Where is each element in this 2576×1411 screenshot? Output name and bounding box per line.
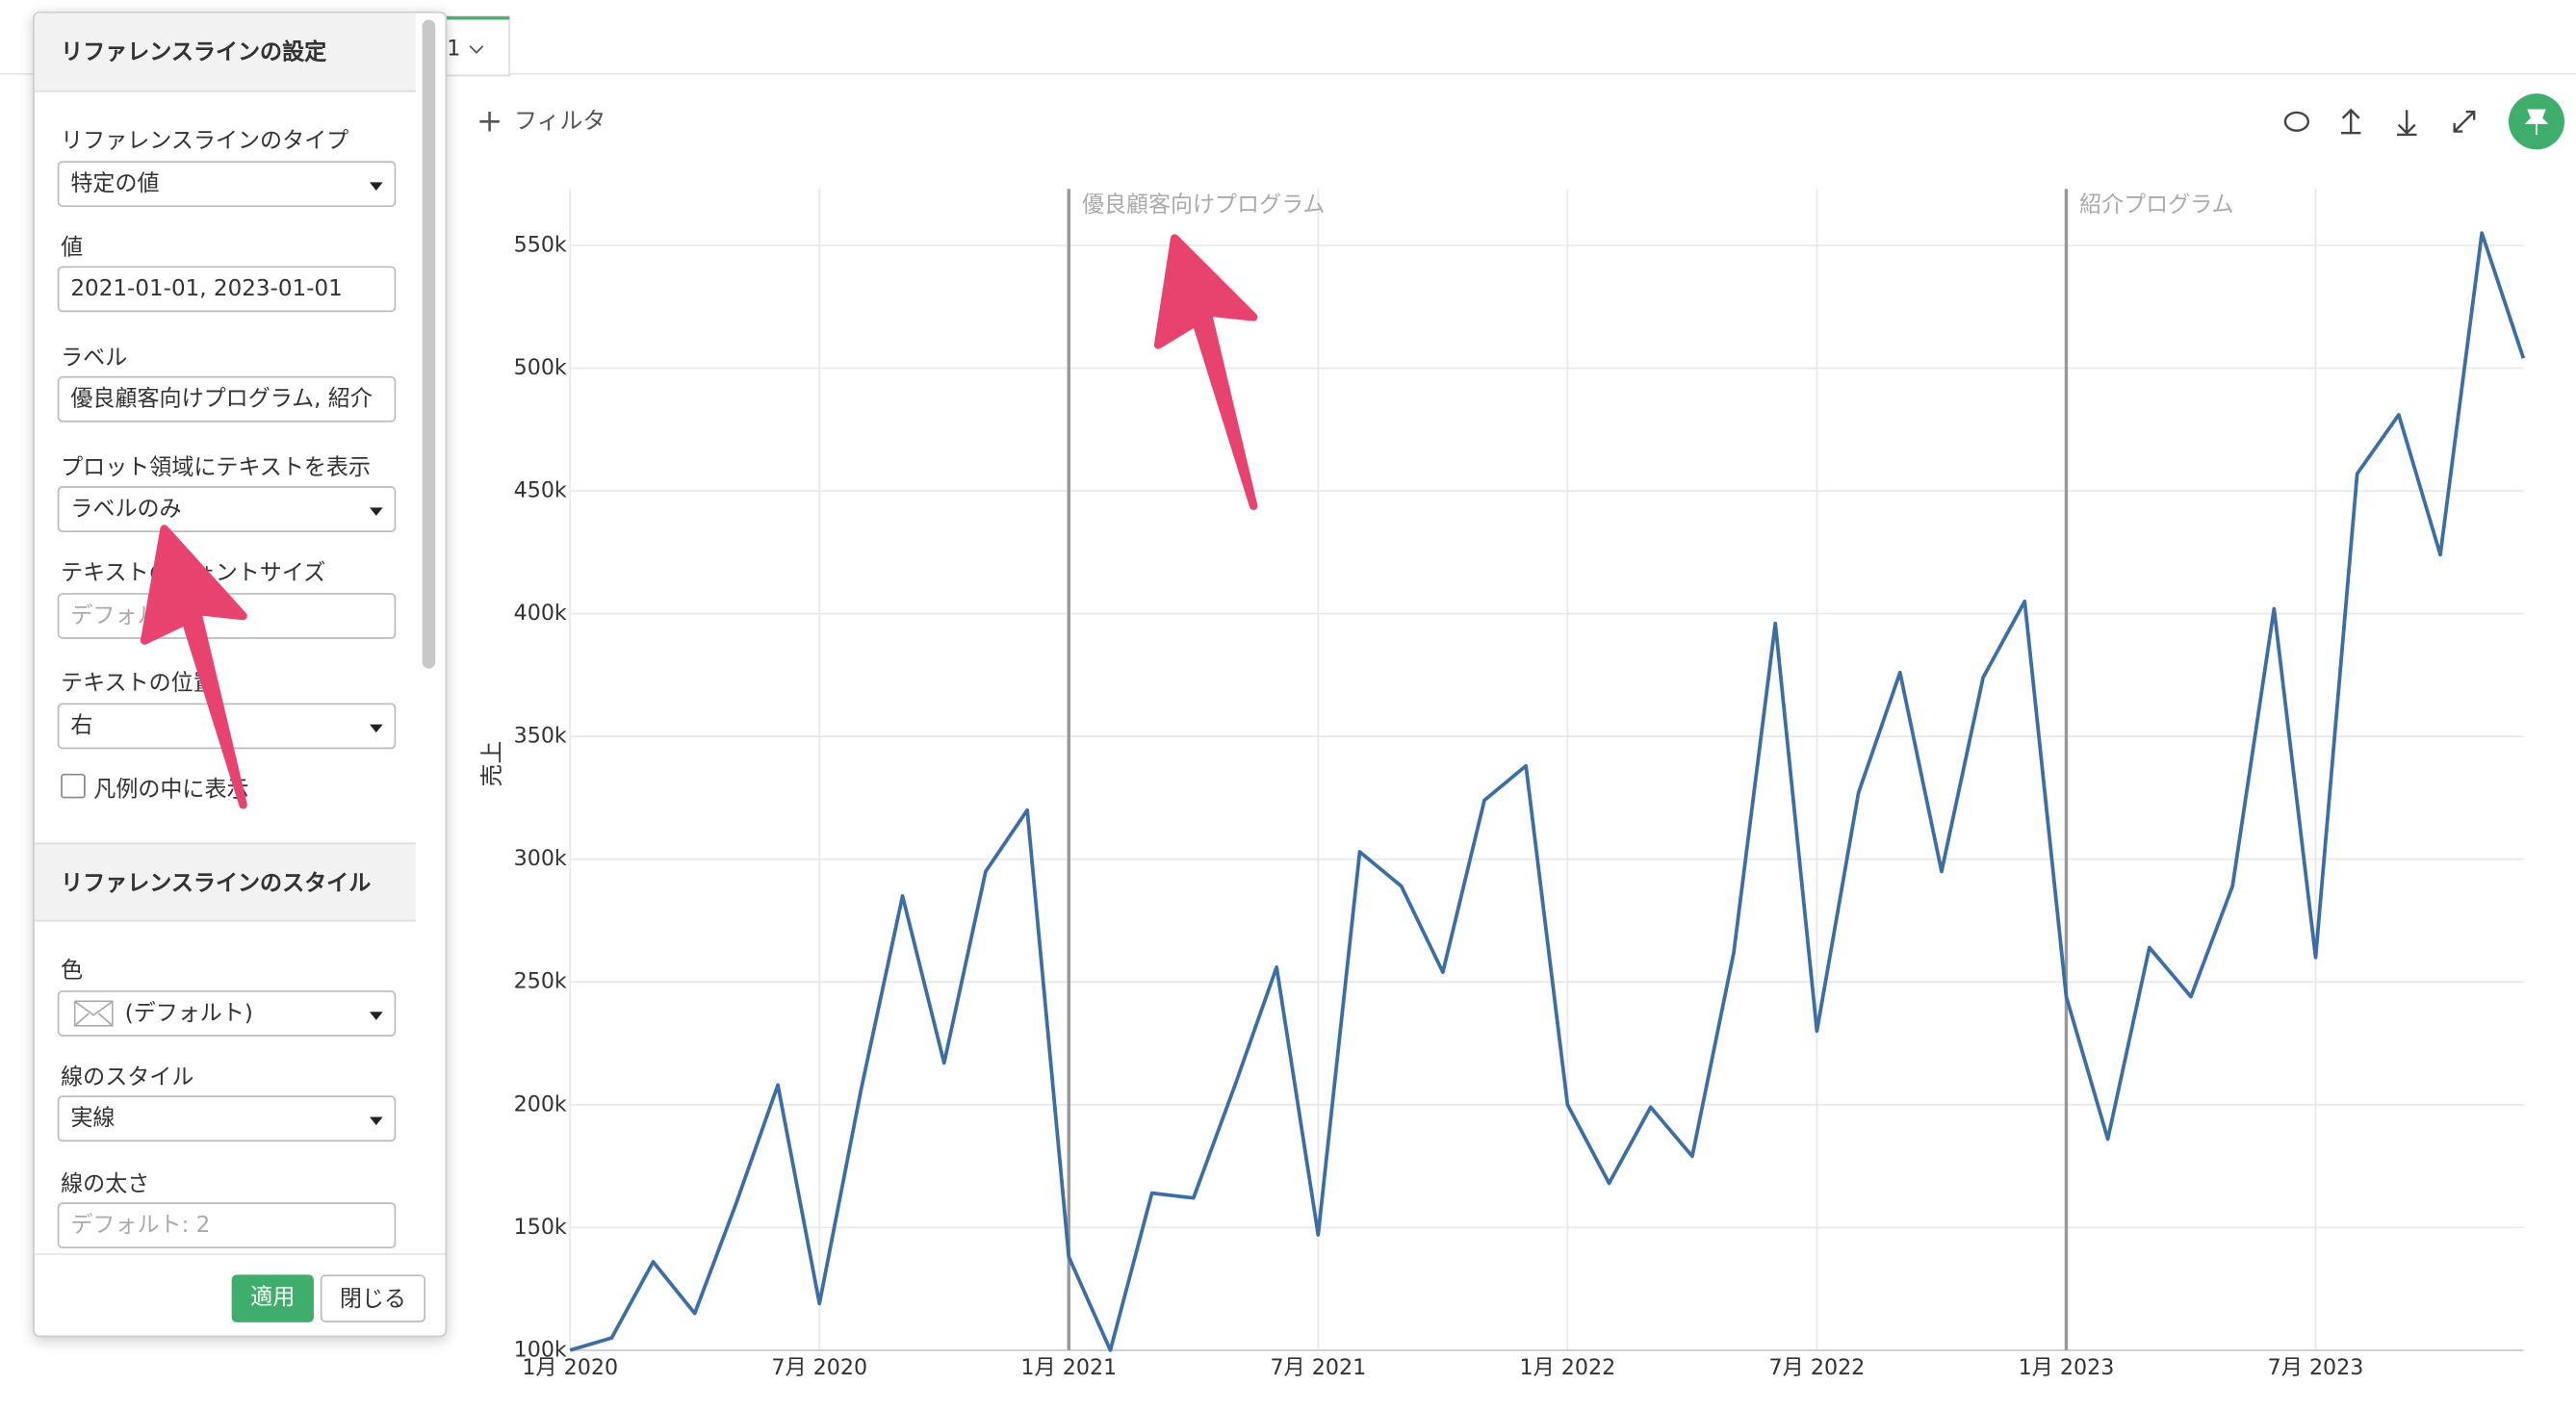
field-label: 色	[61, 957, 84, 985]
x-tick-label: 1月 2022	[1519, 1355, 1615, 1380]
x-tick-label: 7月 2023	[2268, 1355, 2364, 1380]
comment-icon[interactable]	[2283, 111, 2310, 132]
line-style-select[interactable]: 実線	[57, 1095, 397, 1142]
y-tick-label: 200k	[514, 1091, 567, 1116]
filter-plus[interactable]	[479, 112, 500, 132]
checkbox[interactable]	[61, 773, 86, 799]
checkbox-label[interactable]: 凡例の中に表示	[93, 777, 249, 804]
font-size-input[interactable]: デフォルト	[57, 593, 397, 639]
type-select[interactable]: 特定の値	[57, 161, 397, 208]
apply-button[interactable]: 適用	[231, 1274, 314, 1322]
reference-line-panel: リファレンスラインの設定 リファレンスラインのタイプ 特定の値 値 2021-0…	[33, 11, 448, 1338]
tab-label[interactable]: 1	[447, 37, 460, 62]
tab[interactable]	[439, 15, 510, 77]
download-icon[interactable]	[2396, 110, 2417, 137]
value-input[interactable]: 2021-01-01, 2023-01-01	[57, 266, 397, 313]
y-tick-label: 250k	[514, 969, 567, 994]
y-axis-title: 売上	[478, 741, 505, 787]
field-label: テキストのフォントサイズ	[61, 559, 326, 587]
style-title: リファレンスラインのスタイル	[34, 842, 416, 922]
reference-label: 優良顧客向けプログラム	[1082, 192, 1325, 218]
x-tick-label: 7月 2021	[1270, 1355, 1366, 1380]
tab-caret	[469, 45, 484, 54]
field-label: リファレンスラインのタイプ	[61, 128, 349, 155]
y-tick-label: 450k	[514, 478, 567, 503]
reference-label: 紹介プログラム	[2079, 192, 2233, 218]
position-select[interactable]: 右	[57, 703, 397, 750]
field-label: テキストの位置	[61, 670, 216, 697]
y-tick-label: 150k	[514, 1215, 567, 1240]
color-swatch	[73, 1000, 114, 1027]
y-tick-label: 550k	[514, 232, 567, 257]
expand-icon[interactable]	[2453, 110, 2476, 133]
y-tick-label: 400k	[514, 601, 567, 626]
upload-icon[interactable]	[2340, 108, 2361, 135]
y-tick-label: 350k	[514, 724, 567, 749]
show-text-select[interactable]: ラベルのみ	[57, 486, 397, 532]
filter-button[interactable]: フィルタ	[514, 107, 605, 134]
field-label: 線の太さ	[61, 1170, 150, 1198]
y-tick-label: 500k	[514, 355, 567, 380]
field-label: プロット領域にテキストを表示	[61, 454, 372, 482]
toolbar-icons	[2283, 108, 2476, 137]
x-tick-label: 7月 2022	[1769, 1355, 1866, 1380]
field-label: ラベル	[61, 345, 128, 372]
field-label: 値	[61, 235, 84, 262]
x-tick-label: 1月 2023	[2019, 1355, 2115, 1380]
x-tick-label: 1月 2020	[522, 1355, 618, 1380]
x-tick-label: 7月 2020	[771, 1355, 867, 1380]
field-label: 線のスタイル	[61, 1064, 194, 1091]
color-select[interactable]: (デフォルト)	[57, 990, 397, 1037]
panel-title: リファレンスラインの設定	[34, 13, 416, 92]
line	[569, 231, 2526, 1352]
x-tick-label: 1月 2021	[1020, 1355, 1117, 1380]
label-input[interactable]: 優良顧客向けプログラム, 紹介	[57, 375, 397, 423]
scrollbar[interactable]	[422, 19, 436, 669]
line-width-input[interactable]: デフォルト: 2	[57, 1202, 397, 1249]
y-tick-label: 100k	[514, 1337, 567, 1362]
close-button[interactable]: 閉じる	[320, 1274, 426, 1322]
panel-footer: 適用 閉じる	[34, 1253, 446, 1335]
pin-icon	[2524, 109, 2549, 135]
y-tick-label: 300k	[514, 846, 567, 871]
